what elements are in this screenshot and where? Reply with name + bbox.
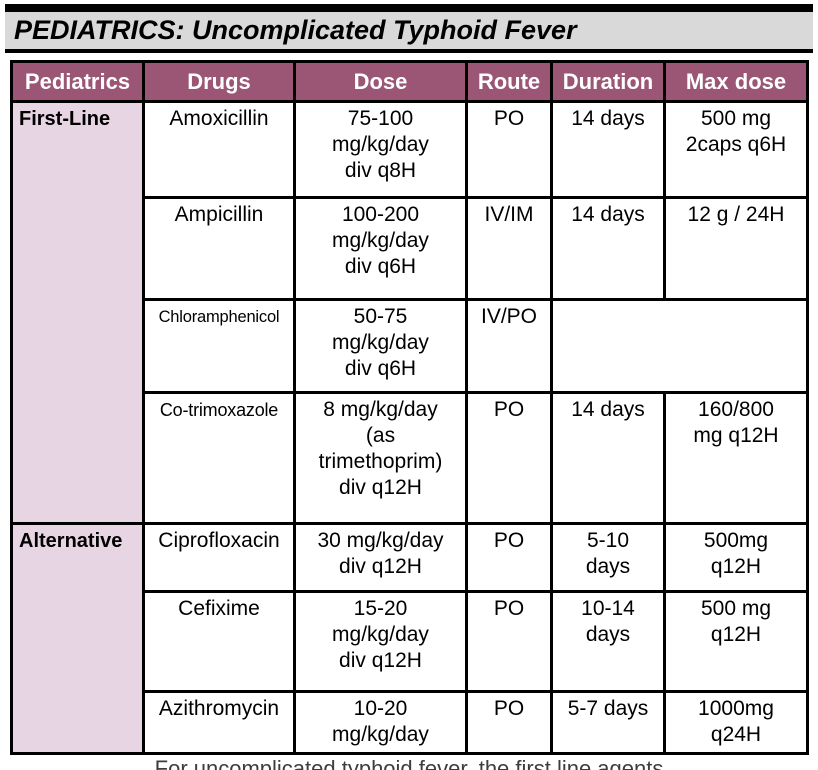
drug-name: Azithromycin bbox=[142, 690, 296, 755]
route-value: PO bbox=[465, 391, 553, 525]
header-duration: Duration bbox=[550, 60, 666, 103]
route-value: IV/PO bbox=[465, 298, 553, 394]
duration-value: 10-14 days bbox=[550, 590, 666, 693]
route-value: PO bbox=[465, 522, 553, 593]
drug-name: Co-trimoxazole bbox=[142, 391, 296, 525]
title-band: PEDIATRICS: Uncomplicated Typhoid Fever bbox=[5, 4, 813, 53]
page-title: PEDIATRICS: Uncomplicated Typhoid Fever bbox=[14, 14, 577, 45]
duration-value: 14 days bbox=[550, 100, 666, 199]
duration-value: 5-7 days bbox=[550, 690, 666, 755]
table-row: Cefixime 15-20 mg/kg/day div q12H PO 10-… bbox=[12, 590, 809, 693]
table-row: First-Line Amoxicillin 75-100 mg/kg/day … bbox=[10, 100, 809, 525]
duration-value: 14 days bbox=[550, 391, 666, 525]
route-value: IV/IM bbox=[465, 196, 553, 301]
clipped-footer-caption: For uncomplicated typhoid fever, the fir… bbox=[154, 756, 664, 770]
max-dose-value: 500mg q12H bbox=[663, 522, 809, 593]
max-dose-value: 500 mg q12H bbox=[663, 590, 809, 693]
dose-value: 15-20 mg/kg/day div q12H bbox=[293, 590, 468, 693]
max-dose-value: 1000mg q24H bbox=[663, 690, 809, 755]
max-dose-value: 160/800 mg q12H bbox=[663, 391, 809, 525]
max-dose-value: 12 g / 24H bbox=[663, 196, 809, 301]
header-drugs: Drugs bbox=[142, 60, 296, 103]
route-value: PO bbox=[465, 690, 553, 755]
route-value: PO bbox=[465, 100, 553, 199]
max-dose-value: 500 mg 2caps q6H bbox=[663, 100, 809, 199]
dose-value: 8 mg/kg/day (as trimethoprim) div q12H bbox=[293, 391, 468, 525]
drug-name: Ampicillin bbox=[142, 196, 296, 301]
header-dose: Dose bbox=[293, 60, 468, 103]
table-header-row: Pediatrics Drugs Dose Route Duration Max… bbox=[10, 60, 809, 103]
header-pediatrics: Pediatrics bbox=[10, 60, 145, 103]
header-max-dose: Max dose bbox=[663, 60, 809, 103]
drug-name: Amoxicillin bbox=[142, 100, 296, 199]
duration-value: 14 days bbox=[550, 196, 666, 301]
dose-value: 30 mg/kg/day div q12H bbox=[293, 522, 468, 593]
route-value: PO bbox=[465, 590, 553, 693]
table-row: Ampicillin 100-200 mg/kg/day div q6H IV/… bbox=[12, 196, 809, 301]
dose-value: 100-200 mg/kg/day div q6H bbox=[293, 196, 468, 301]
drug-dosing-table: Pediatrics Drugs Dose Route Duration Max… bbox=[10, 60, 809, 755]
drug-name: Ciprofloxacin bbox=[142, 522, 296, 593]
duration-value: 5-10 days bbox=[550, 522, 666, 593]
group-label-first-line: First-Line bbox=[10, 100, 145, 525]
dose-value: 75-100 mg/kg/day div q8H bbox=[293, 100, 468, 199]
table-row: Alternative Ciprofloxacin 30 mg/kg/day d… bbox=[10, 522, 809, 755]
header-route: Route bbox=[465, 60, 553, 103]
drug-name: Cefixime bbox=[142, 590, 296, 693]
dose-value: 50-75 mg/kg/day div q6H bbox=[293, 298, 468, 394]
drug-name: Chloramphenicol bbox=[142, 298, 296, 394]
table-row: Chloramphenicol 50-75 mg/kg/day div q6H … bbox=[12, 298, 809, 394]
table-row: Azithromycin 10-20 mg/kg/day PO 5-7 days… bbox=[12, 690, 809, 755]
group-label-alternative: Alternative bbox=[10, 522, 145, 755]
duration-max-dose-empty-cell bbox=[550, 298, 809, 394]
dose-value: 10-20 mg/kg/day bbox=[293, 690, 468, 755]
table-row: Co-trimoxazole 8 mg/kg/day (as trimethop… bbox=[12, 391, 809, 525]
